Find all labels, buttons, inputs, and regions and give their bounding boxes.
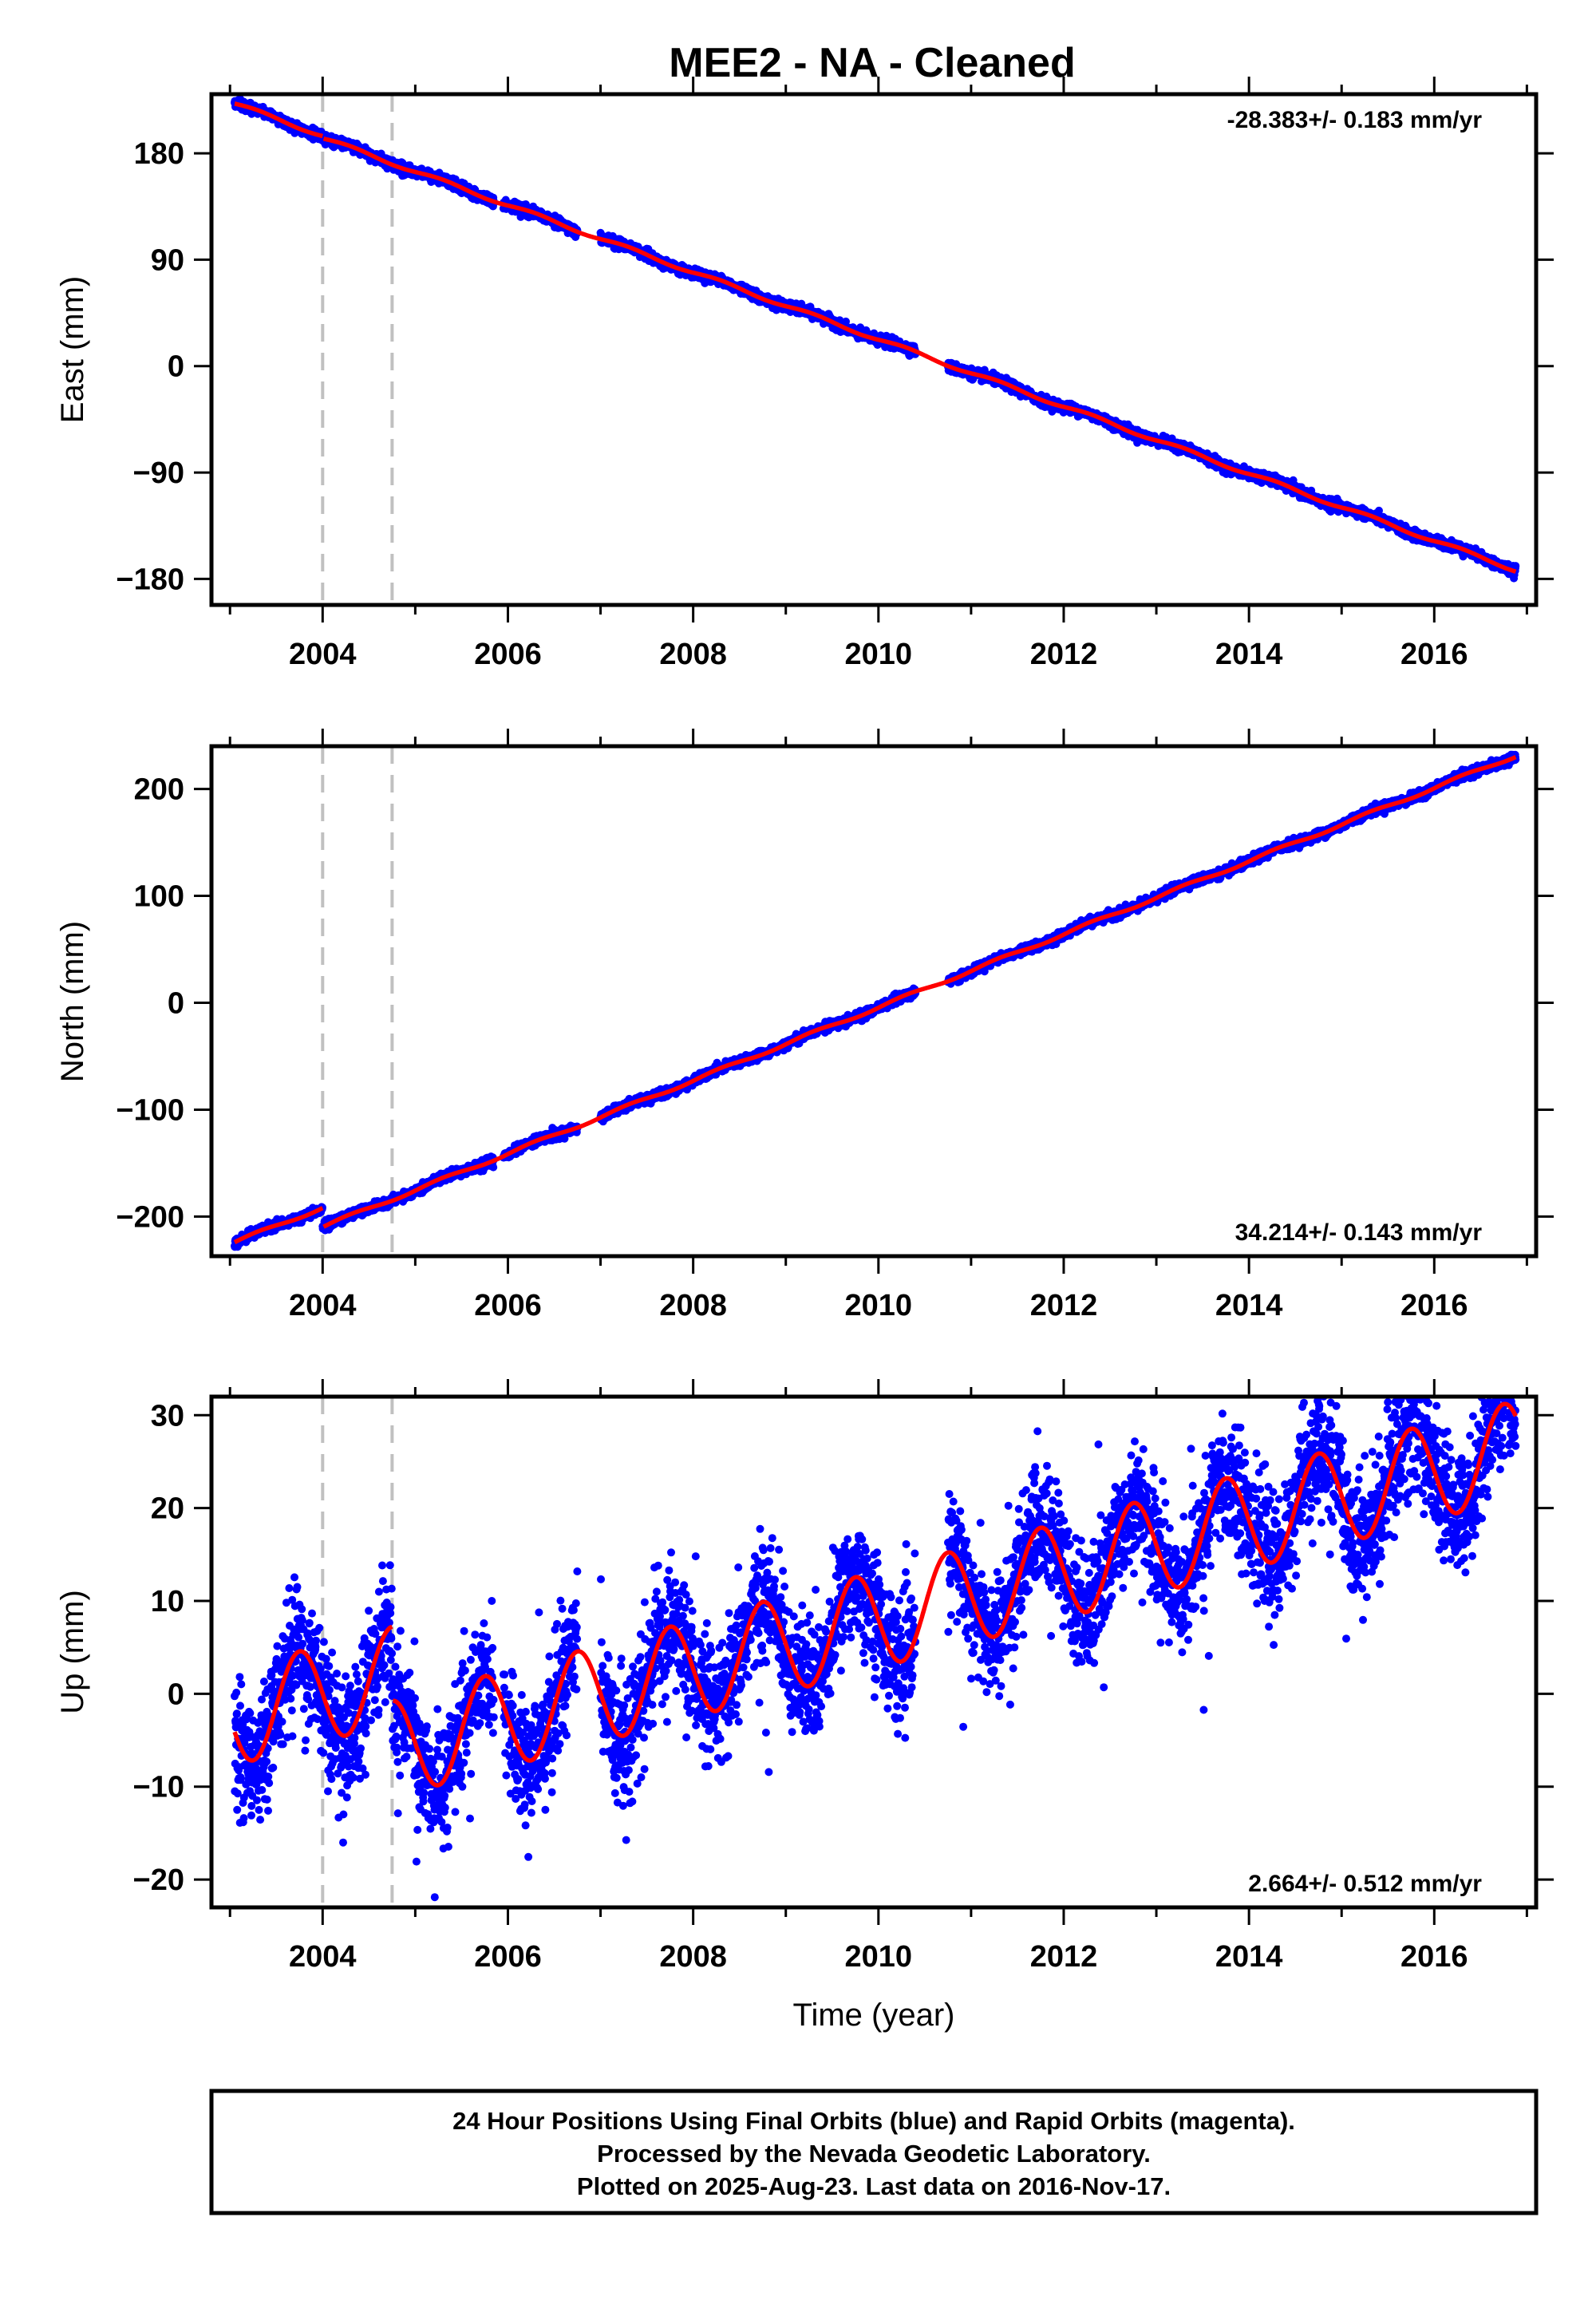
panel-east: 2004 2006 2008 2010 2012 2014 2016 −180 −90 0 90 18… bbox=[55, 77, 1554, 671]
x-tick-label: 2004 bbox=[289, 638, 357, 671]
chart-title: MEE2 - NA - Cleaned bbox=[669, 40, 1076, 86]
x-tick-label: 2006 bbox=[474, 638, 542, 671]
panels: 2004 2006 2008 2010 2012 2014 2016 −180 −90 0 90 18… bbox=[55, 77, 1554, 2033]
data-point bbox=[1511, 562, 1520, 571]
y-tick-label: −90 bbox=[133, 456, 184, 490]
data-points-north bbox=[231, 750, 1520, 1251]
panel-north: 2004 2006 2008 2010 2012 2014 2016−200−1000100… bbox=[55, 729, 1554, 1322]
y-axis-label: East (mm) bbox=[55, 276, 90, 423]
x-tick-label: 2012 bbox=[1030, 638, 1098, 671]
x-tick-label: 2014 bbox=[1215, 638, 1283, 671]
y-tick-label: 0 bbox=[168, 350, 184, 384]
x-tick-label: 2008 bbox=[659, 638, 727, 671]
model-line-east bbox=[234, 101, 1517, 574]
rate-label: -28.383+/- 0.183 mm/yr bbox=[1227, 107, 1483, 133]
y-tick-label: 90 bbox=[151, 243, 184, 277]
x-tick-label: 2016 bbox=[1400, 638, 1468, 671]
x-tick-label: 2010 bbox=[845, 638, 913, 671]
y-tick-label: 180 bbox=[134, 137, 184, 171]
data-point bbox=[1375, 506, 1383, 515]
plot-frame bbox=[209, 92, 1539, 607]
y-tick-label: −180 bbox=[116, 563, 184, 596]
